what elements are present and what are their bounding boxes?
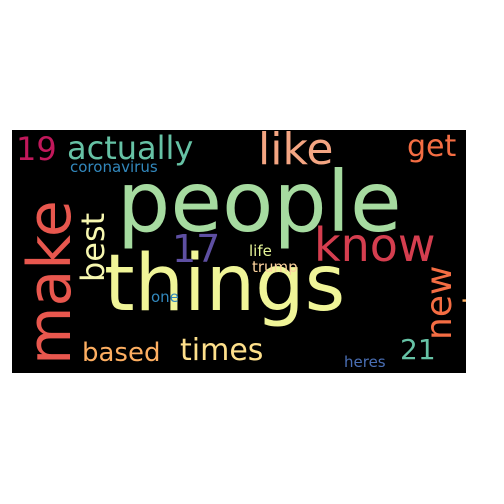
word-trump: trump (252, 258, 298, 276)
word-new: new (419, 265, 460, 340)
word-cloud: people things make know like actually be… (12, 130, 466, 373)
word-things: things (104, 239, 346, 329)
word-people: people (117, 153, 402, 251)
word-one: one (151, 288, 179, 306)
word-times: times (180, 333, 264, 368)
word-make: make (15, 200, 85, 365)
word-need: need (459, 297, 466, 362)
word-19: 19 (16, 130, 57, 168)
word-based: based (82, 338, 161, 368)
word-like: like (258, 130, 334, 175)
word-best: best (74, 212, 112, 282)
word-life: life (249, 242, 272, 260)
word-actually: actually (67, 130, 194, 167)
word-know: know (314, 218, 436, 272)
word-coronavirus: coronavirus (70, 158, 158, 176)
word-get: get (407, 130, 457, 164)
word-heres: heres (344, 353, 386, 371)
word-21: 21 (400, 333, 436, 366)
word-17: 17 (172, 227, 221, 271)
